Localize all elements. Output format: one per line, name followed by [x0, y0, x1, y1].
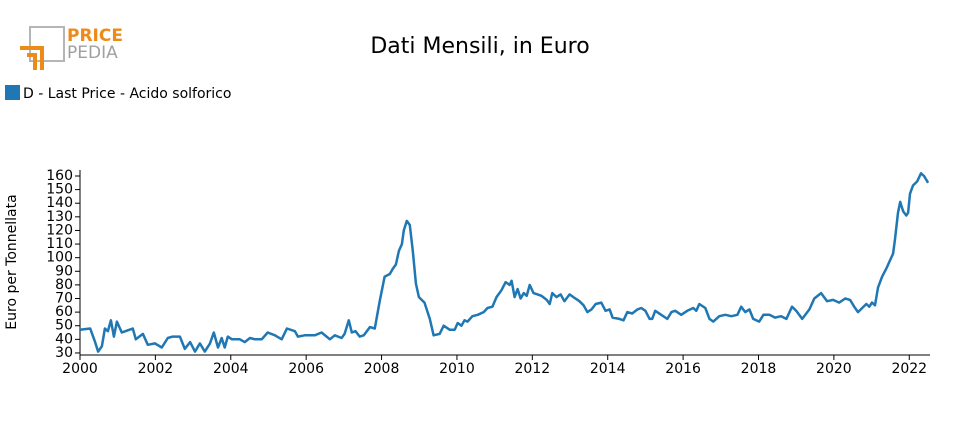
- x-tick-label: 2000: [62, 361, 98, 377]
- line: [79, 172, 930, 353]
- y-tick-label: 110: [46, 236, 73, 252]
- legend-label: D - Last Price - Acido solforico: [23, 86, 231, 102]
- x-tick-label: 2006: [288, 361, 324, 377]
- y-axis-label: Euro per Tonnellata: [4, 194, 20, 329]
- x-tick-label: 2016: [665, 361, 701, 377]
- chart-title: Dati Mensili, in Euro: [370, 34, 589, 59]
- y-tick-label: 160: [46, 168, 73, 184]
- y-tick-label: 60: [55, 304, 73, 320]
- logo-text: PEDIA: [67, 43, 118, 63]
- y-tick-label: 150: [46, 182, 73, 198]
- x-tick-label: 2018: [741, 361, 777, 377]
- logo-box: [29, 26, 65, 62]
- logo: PRICE PEDIA: [20, 26, 123, 70]
- y-tick-label: 90: [55, 263, 73, 279]
- x-tick-label: 2012: [515, 361, 551, 377]
- x-tick-label: 2002: [138, 361, 174, 377]
- y-tick-label: 30: [55, 345, 73, 361]
- y-tick-label: 40: [55, 331, 73, 347]
- y-tick-label: 70: [55, 291, 73, 307]
- y-tick-label: 100: [46, 250, 73, 266]
- x-tick-label: 2022: [891, 361, 927, 377]
- x-tick-label: 2020: [816, 361, 852, 377]
- x-tick-label: 2014: [590, 361, 626, 377]
- legend-swatch: [5, 85, 20, 100]
- logo-mark: [20, 46, 44, 70]
- y-tick-label: 140: [46, 195, 73, 211]
- y-tick-label: 50: [55, 318, 73, 334]
- logo-text: PRICE: [67, 26, 123, 46]
- x-tick-label: 2004: [213, 361, 249, 377]
- y-tick-label: 80: [55, 277, 73, 293]
- y-tick-label: 130: [46, 209, 73, 225]
- x-tick-label: 2010: [439, 361, 475, 377]
- x-tick-label: 2008: [364, 361, 400, 377]
- y-tick-label: 120: [46, 222, 73, 238]
